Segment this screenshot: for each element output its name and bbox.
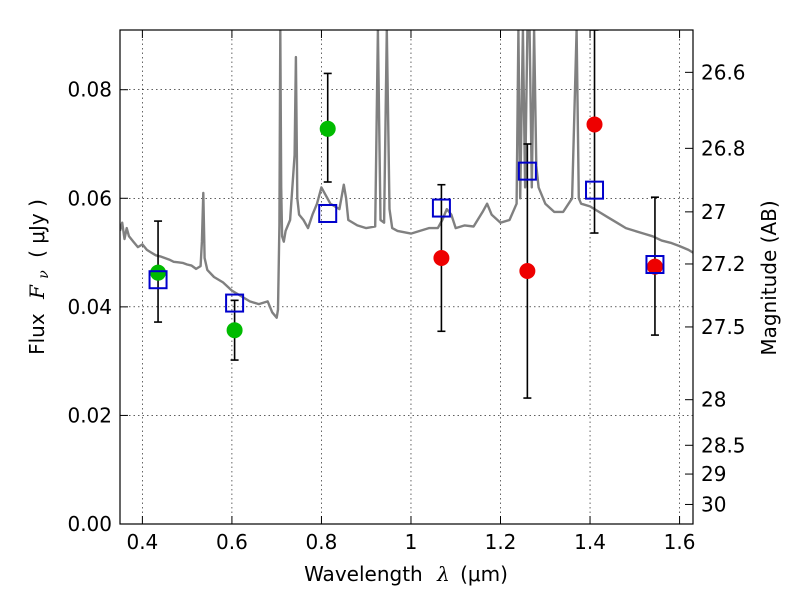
model-spectrum-line [120,30,693,319]
x-axis-label-text: Wavelength [304,562,423,586]
x-tick-label: 0.8 [306,530,338,554]
model-square-marker [645,255,665,275]
y2-tick-label: 28 [701,388,726,412]
grid-lines [120,30,693,525]
red-data-point [519,263,536,280]
plot-frame [119,29,694,525]
y-axis-label-text: Flux [25,313,49,355]
x-axis-label-unit: (μm) [460,562,508,586]
y2-tick-label: 26.8 [701,136,746,160]
y2-tick-label: 28.5 [701,433,746,457]
green-data-point [150,264,167,281]
y2-axis-label: Magnitude (AB) [757,200,781,355]
x-axis-label-symbol: λ [436,562,450,586]
red-data-point [586,116,603,133]
y-axis-label-symbol: F [25,284,49,300]
y-tick-label: 0.08 [67,78,112,102]
model-square-marker [318,203,338,223]
x-tick-label: 0.6 [216,530,248,554]
y2-tick-label: 27 [701,200,726,224]
y-axis-label-subscript: ν [36,270,52,279]
y-tick-label: 0.06 [67,186,112,210]
plot-area [120,30,693,399]
x-tick-label: 1.6 [664,530,696,554]
y2-tick-label: 26.6 [701,60,746,84]
red-data-point [646,258,663,275]
green-data-point [319,120,336,137]
y2-tick-label: 30 [701,492,726,516]
y-axis-label-unit: ( μJy ) [25,199,49,258]
green-data-point [226,322,243,339]
y2-tick-label: 29 [701,462,726,486]
y-tick-label: 0.00 [67,512,112,536]
y-axis-label: Flux F ν ( μJy ) [25,199,53,355]
red-data-point [433,250,450,266]
x-tick-label: 1.2 [485,530,517,554]
model-square-marker [517,161,537,181]
model-square-marker [225,293,245,313]
y2-tick-label: 27.5 [701,315,746,339]
x-tick-label: 0.4 [126,530,158,554]
x-axis-label: Wavelength λ (μm) [304,562,508,586]
y-tick-label: 0.02 [67,403,112,427]
model-square-marker [431,198,451,218]
x-tick-label: 1.4 [574,530,606,554]
model-square-marker [585,180,605,200]
x-tick-label: 1 [405,530,418,554]
model-square-marker [148,270,168,290]
y-tick-label: 0.04 [67,295,112,319]
axis-ticks: 0.4 0.6 0.8 1 1.2 1.4 1.6 0.00 0.02 0.04 0.06 0.08 2… [67,30,746,554]
y2-tick-label: 27.2 [701,252,746,276]
